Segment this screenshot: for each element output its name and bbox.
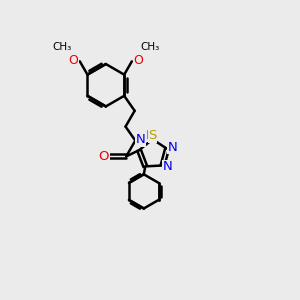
Text: O: O	[68, 54, 78, 67]
Text: O: O	[134, 54, 143, 67]
Text: H: H	[146, 129, 155, 142]
Text: CH₃: CH₃	[140, 42, 160, 52]
Text: N: N	[163, 160, 173, 173]
Text: N: N	[167, 141, 177, 154]
Text: N: N	[136, 133, 146, 146]
Text: CH₃: CH₃	[52, 42, 71, 52]
Text: S: S	[148, 129, 157, 142]
Text: O: O	[99, 150, 109, 163]
